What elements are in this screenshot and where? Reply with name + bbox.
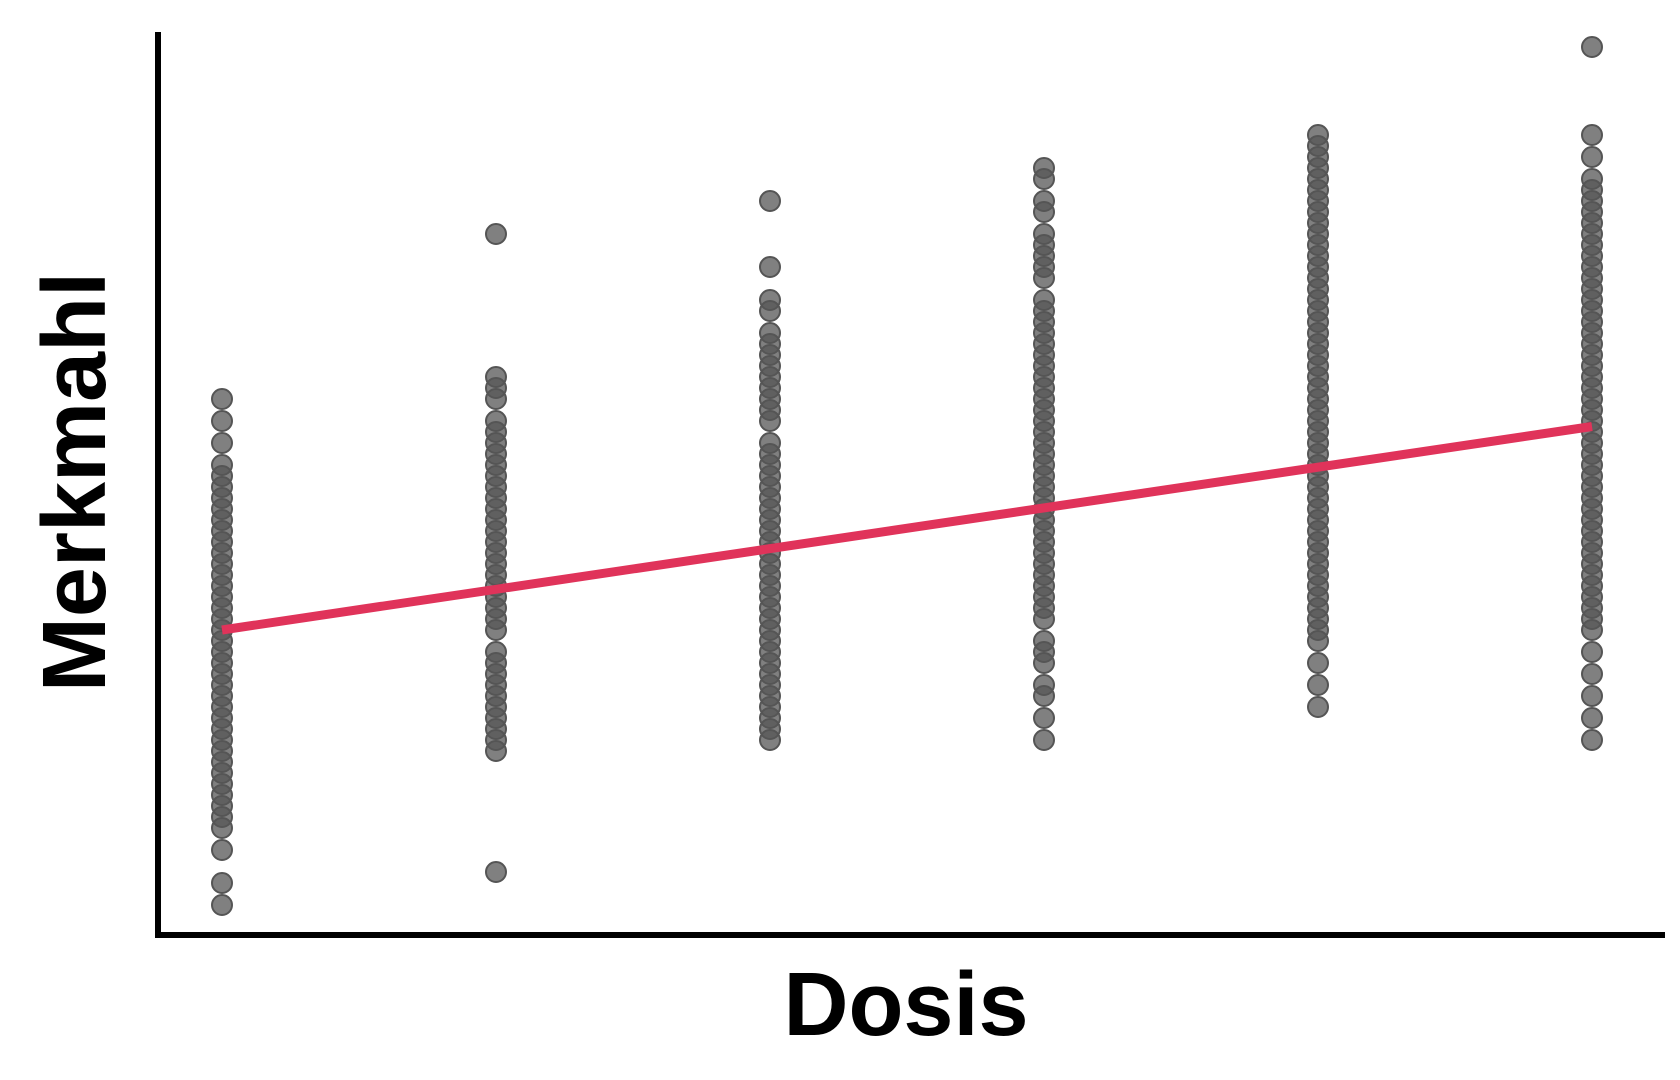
x-axis-title: Dosis xyxy=(783,955,1028,1055)
data-point xyxy=(1581,685,1603,707)
data-point xyxy=(1581,36,1603,58)
data-point xyxy=(211,388,233,410)
data-point xyxy=(1581,663,1603,685)
data-point xyxy=(1307,630,1329,652)
data-point xyxy=(1033,729,1055,751)
data-point xyxy=(1033,652,1055,674)
data-point xyxy=(1033,168,1055,190)
data-point xyxy=(759,190,781,212)
data-point xyxy=(485,388,507,410)
data-point xyxy=(1581,124,1603,146)
data-point xyxy=(759,410,781,432)
data-point xyxy=(1581,641,1603,663)
data-point xyxy=(211,817,233,839)
data-point xyxy=(1307,674,1329,696)
data-point xyxy=(211,894,233,916)
y-axis-title: Merkmahl xyxy=(25,272,125,692)
data-point xyxy=(1033,201,1055,223)
data-point xyxy=(1033,608,1055,630)
data-point xyxy=(1581,729,1603,751)
data-points-layer xyxy=(211,36,1603,916)
data-point xyxy=(485,619,507,641)
data-point xyxy=(1581,707,1603,729)
data-point xyxy=(1307,696,1329,718)
data-point xyxy=(485,223,507,245)
data-point xyxy=(1033,685,1055,707)
data-point xyxy=(1033,707,1055,729)
data-point xyxy=(211,839,233,861)
data-point xyxy=(211,872,233,894)
data-point xyxy=(1033,267,1055,289)
data-point xyxy=(485,740,507,762)
data-point xyxy=(759,300,781,322)
data-point xyxy=(1581,146,1603,168)
data-point xyxy=(759,729,781,751)
regression-line xyxy=(221,422,1593,635)
data-point xyxy=(1581,619,1603,641)
data-point xyxy=(759,256,781,278)
data-point xyxy=(485,861,507,883)
data-point xyxy=(1307,652,1329,674)
data-point xyxy=(211,432,233,454)
data-point xyxy=(211,410,233,432)
